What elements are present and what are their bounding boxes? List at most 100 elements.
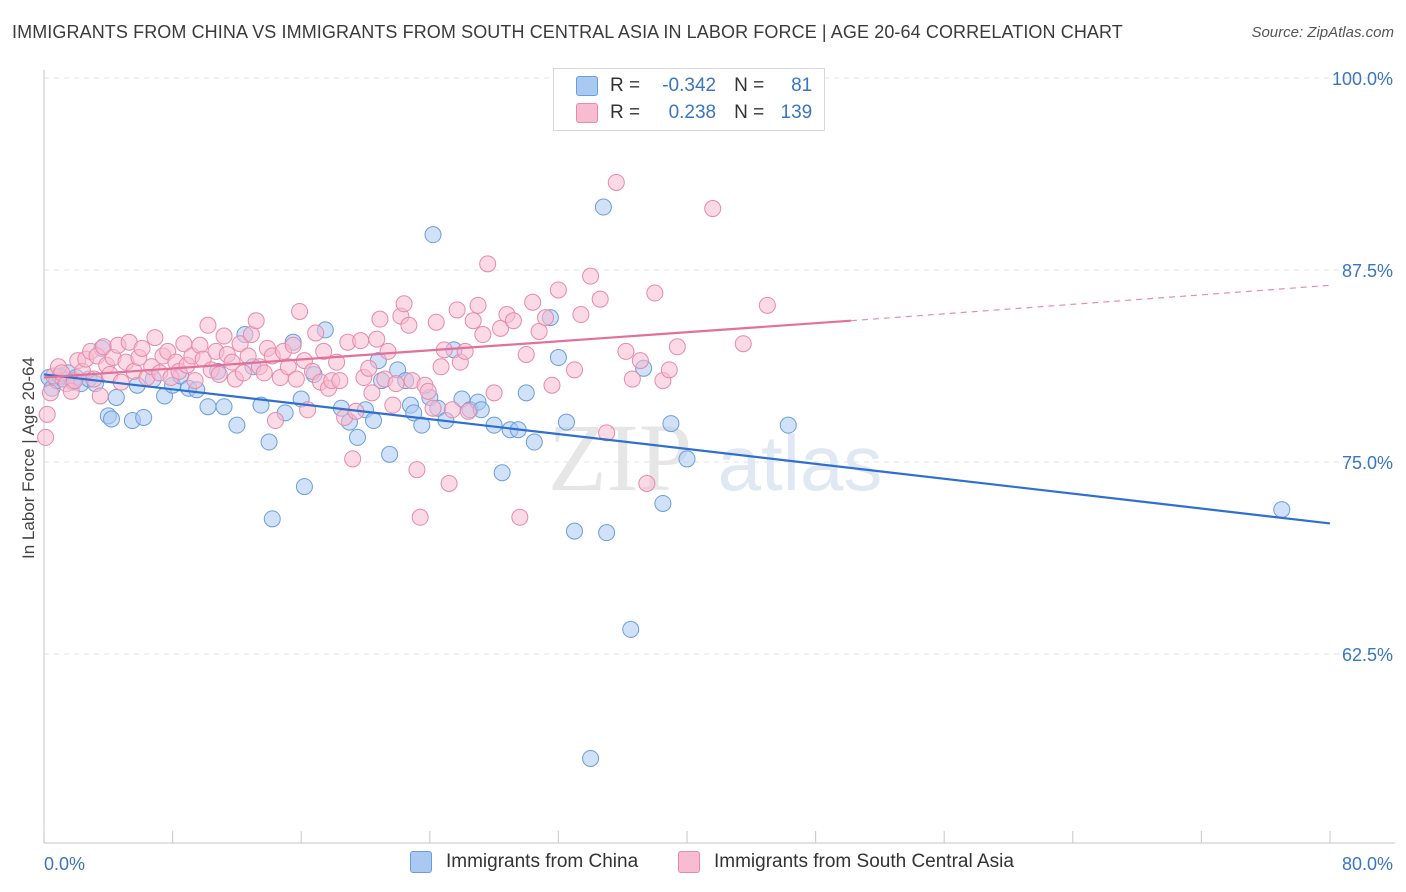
legend-label-china: Immigrants from China — [446, 851, 639, 872]
y-tick-label: 62.5% — [1342, 645, 1393, 665]
data-point — [107, 388, 125, 406]
data-point — [252, 396, 270, 414]
data-point — [424, 226, 442, 244]
legend-row-south-central-asia: R = 0.238 N = 139 — [576, 100, 812, 126]
data-point — [234, 364, 252, 382]
data-point — [263, 510, 281, 528]
data-point — [493, 464, 511, 482]
data-point — [638, 475, 656, 493]
data-point — [260, 433, 278, 451]
data-point — [103, 410, 121, 428]
data-point — [582, 749, 600, 767]
data-point — [549, 281, 567, 299]
data-point — [622, 620, 640, 638]
watermark: ZIP atlas — [548, 404, 882, 511]
data-point — [492, 319, 510, 337]
data-point — [279, 358, 297, 376]
data-point — [360, 359, 378, 377]
data-point — [344, 450, 362, 468]
data-point — [37, 428, 55, 446]
data-point — [291, 302, 309, 320]
legend-swatch-south-central-asia — [678, 851, 700, 873]
data-point — [424, 399, 442, 417]
data-point — [504, 312, 522, 330]
data-point — [284, 336, 302, 354]
data-point — [456, 342, 474, 360]
data-point — [365, 412, 383, 430]
data-point — [381, 445, 399, 463]
data-point — [384, 396, 402, 414]
legend-n-label: N = — [734, 75, 765, 96]
data-point — [543, 376, 561, 394]
legend-r-value: -0.342 — [662, 75, 717, 96]
legend-r-value: 0.238 — [668, 102, 717, 123]
x-tick-label: 80.0% — [1342, 854, 1393, 874]
data-point — [617, 342, 635, 360]
y-tick-label: 100.0% — [1332, 69, 1393, 89]
data-point — [631, 352, 649, 370]
data-point — [135, 408, 153, 426]
axes — [43, 70, 1395, 844]
data-point — [565, 361, 583, 379]
data-point — [582, 267, 600, 285]
trend-line-extension — [850, 284, 1331, 322]
data-point — [758, 296, 776, 314]
data-point — [525, 433, 543, 451]
data-point — [459, 402, 477, 420]
data-point — [432, 358, 450, 376]
data-point — [623, 370, 641, 388]
data-point — [654, 494, 672, 512]
legend-swatch-south-central-asia — [576, 103, 598, 123]
data-point — [379, 342, 397, 360]
data-point — [419, 382, 437, 400]
data-point — [295, 478, 313, 496]
data-point — [287, 370, 305, 388]
data-point — [517, 384, 535, 402]
data-point — [191, 336, 209, 354]
data-point — [411, 508, 429, 526]
legend-swatch-china — [576, 76, 598, 96]
data-point — [440, 475, 458, 493]
data-point — [91, 387, 109, 405]
legend-n-value: 81 — [791, 75, 813, 96]
data-point — [443, 401, 461, 419]
data-point — [734, 335, 752, 353]
data-point — [557, 413, 575, 431]
data-point — [199, 398, 217, 416]
data-point — [186, 372, 204, 390]
legend-r-label: R = — [610, 75, 641, 96]
data-point — [215, 327, 233, 345]
data-point — [662, 415, 680, 433]
legend-item-south-central-asia: Immigrants from South Central Asia — [678, 851, 1014, 873]
data-point — [598, 524, 616, 542]
data-point — [469, 296, 487, 314]
data-point — [524, 293, 542, 311]
data-point — [231, 335, 249, 353]
data-point — [517, 345, 535, 363]
data-point — [38, 405, 56, 423]
legend-r-label: R = — [610, 102, 641, 123]
data-point — [315, 342, 333, 360]
data-point — [307, 324, 325, 342]
data-point — [549, 349, 567, 367]
y-tick-label: 75.0% — [1342, 453, 1393, 473]
data-point — [530, 322, 548, 340]
data-point — [485, 384, 503, 402]
data-point — [594, 198, 612, 216]
series-legend: Immigrants from China Immigrants from So… — [0, 851, 1406, 879]
x-tick-label: 0.0% — [44, 854, 85, 874]
legend-n-label: N = — [734, 102, 765, 123]
data-point — [598, 424, 616, 442]
data-point — [1273, 501, 1291, 519]
data-point — [668, 338, 686, 356]
y-axis-title-group: In Labor Force | Age 20-64 — [19, 357, 38, 559]
data-point — [427, 313, 445, 331]
data-point — [400, 316, 418, 334]
data-point — [464, 312, 482, 330]
data-point — [572, 306, 590, 324]
trend-lines — [43, 284, 1331, 525]
trend-line — [43, 373, 1331, 525]
data-point — [779, 416, 797, 434]
data-point — [331, 372, 349, 390]
